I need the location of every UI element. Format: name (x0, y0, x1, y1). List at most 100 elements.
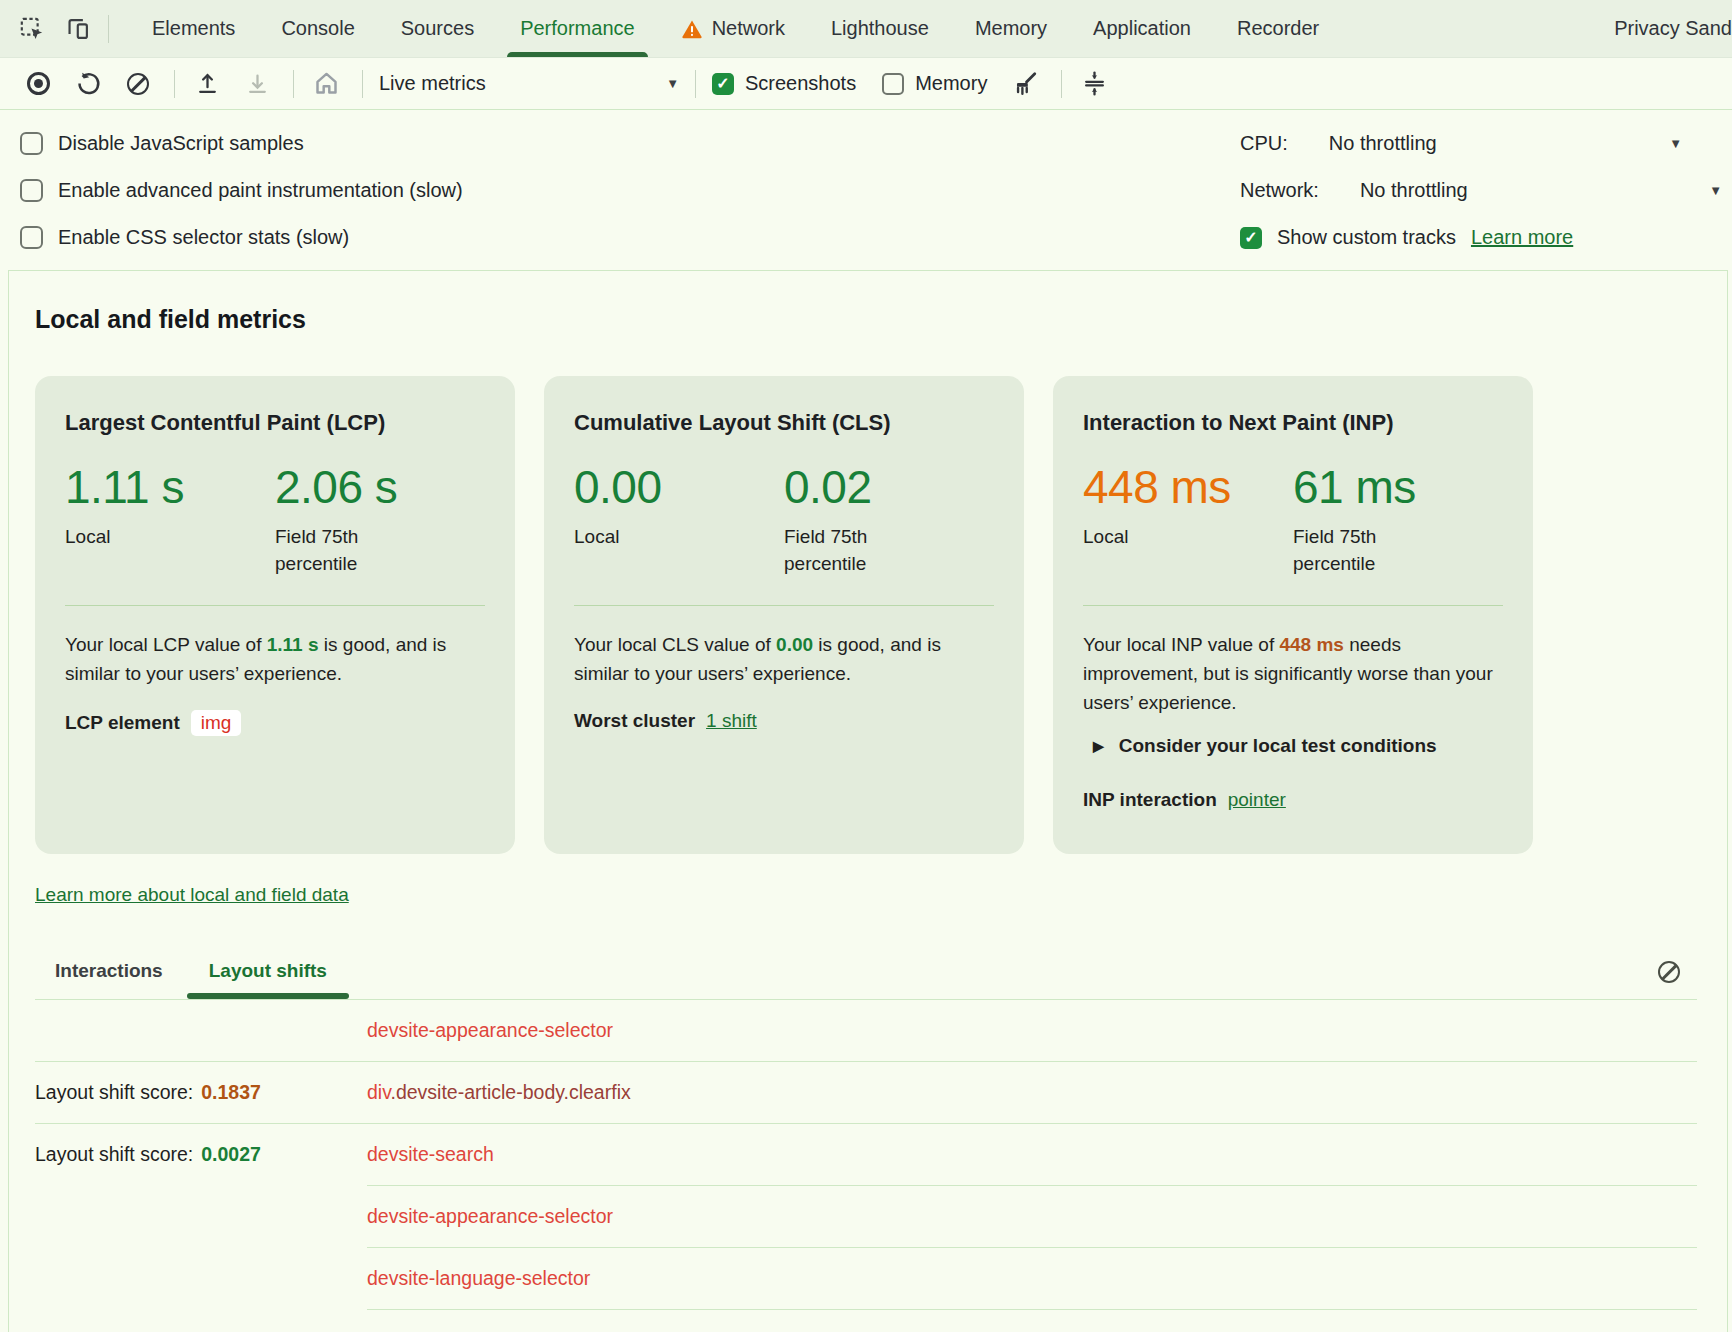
log-tabs: Interactions Layout shifts (35, 960, 1697, 999)
learn-more-field-data-link[interactable]: Learn more about local and field data (35, 884, 349, 906)
tab-recorder[interactable]: Recorder (1214, 0, 1342, 57)
worst-cluster-link[interactable]: 1 shift (706, 710, 757, 732)
live-metrics-view: Local and field metrics Largest Contentf… (8, 270, 1728, 1332)
inp-interaction-row: INP interaction pointer (1083, 789, 1503, 811)
clear-icon[interactable] (122, 68, 154, 100)
shift-element-link[interactable]: devsite-search (367, 1143, 494, 1166)
lcp-card-title: Largest Contentful Paint (LCP) (65, 410, 485, 436)
shift-score-cell: Layout shift score:0.0027 (35, 1143, 367, 1166)
performance-toolbar: Live metrics ▼ ✓ Screenshots Memory (0, 58, 1732, 110)
network-value: No throttling (1360, 179, 1468, 202)
tab-lighthouse[interactable]: Lighthouse (808, 0, 952, 57)
tab-layout-shifts[interactable]: Layout shifts (209, 960, 327, 982)
screenshots-toggle[interactable]: ✓ Screenshots (712, 72, 856, 95)
cls-field-value: 0.02 (784, 460, 994, 514)
card-divider (1083, 605, 1503, 606)
shift-element-link[interactable]: div.devsite-article-body.clearfix (367, 1081, 631, 1104)
memory-checkbox[interactable] (882, 73, 904, 95)
chevron-down-icon: ▼ (1709, 184, 1722, 197)
screenshots-checkbox[interactable]: ✓ (712, 73, 734, 95)
network-throttling-select[interactable]: Network: No throttling ▼ (1240, 167, 1718, 214)
setting-label: Disable JavaScript samples (58, 132, 304, 155)
devtools-tabbar: Elements Console Sources Performance Net… (0, 0, 1732, 58)
clear-log-icon[interactable] (1653, 956, 1685, 988)
tab-console[interactable]: Console (258, 0, 377, 57)
tab-elements[interactable]: Elements (129, 0, 258, 57)
cls-values: 0.00 Local 0.02 Field 75th percentile (574, 460, 994, 577)
cls-field-label: Field 75th percentile (784, 524, 944, 577)
inp-field-label: Field 75th percentile (1293, 524, 1453, 577)
custom-tracks-setting[interactable]: ✓ Show custom tracks Learn more (1240, 214, 1718, 261)
shift-element-link[interactable]: devsite-language-selector (367, 1267, 590, 1290)
cls-card: Cumulative Layout Shift (CLS) 0.00 Local… (544, 376, 1024, 854)
lcp-desc-value: 1.11 s (267, 634, 319, 655)
network-label: Network: (1240, 179, 1319, 202)
cls-local-label: Local (574, 524, 734, 551)
history-select[interactable]: Live metrics ▼ (379, 72, 679, 95)
disclosure-triangle-icon: ▶ (1093, 738, 1104, 754)
shift-element-link[interactable]: devsite-appearance-selector (367, 1019, 613, 1042)
cpu-throttling-select[interactable]: CPU: No throttling ▼ (1240, 120, 1718, 167)
shift-score-label: Layout shift score: (35, 1143, 193, 1166)
inspect-icon[interactable] (16, 13, 48, 45)
shift-element-link[interactable]: devsite-appearance-selector (367, 1205, 613, 1228)
advanced-paint-checkbox[interactable] (20, 179, 43, 202)
lcp-field-label: Field 75th percentile (275, 524, 435, 577)
lcp-element-chip[interactable]: img (191, 710, 242, 736)
local-test-conditions-disclosure[interactable]: ▶ Consider your local test conditions (1093, 735, 1503, 757)
inp-field-value: 61 ms (1293, 460, 1503, 514)
history-select-value: Live metrics (379, 72, 486, 95)
cpu-label: CPU: (1240, 132, 1288, 155)
shift-score-cell: Layout shift score:0.1837 (35, 1081, 367, 1104)
disclosure-label: Consider your local test conditions (1119, 735, 1437, 757)
device-toolbar-icon[interactable] (62, 13, 94, 45)
cls-field-column: 0.02 Field 75th percentile (784, 460, 994, 577)
inp-interaction-link[interactable]: pointer (1228, 789, 1286, 811)
custom-tracks-learn-more-link[interactable]: Learn more (1471, 226, 1573, 249)
tab-network[interactable]: Network (658, 0, 808, 57)
memory-toggle[interactable]: Memory (882, 72, 987, 95)
card-divider (65, 605, 485, 606)
tab-sources[interactable]: Sources (378, 0, 497, 57)
layout-shift-row: devsite-language-selector (35, 1248, 1697, 1309)
download-profile-icon[interactable] (241, 68, 273, 100)
capture-settings: Disable JavaScript samples Enable advanc… (0, 110, 1732, 270)
toolbar-separator (1061, 70, 1062, 98)
layout-shift-row: devsite-appearance-selector (35, 1186, 1697, 1247)
record-icon[interactable] (22, 68, 54, 100)
toolbar-separator (293, 70, 294, 98)
inp-local-label: Local (1083, 524, 1243, 551)
brush-icon[interactable] (1009, 68, 1041, 100)
disable-js-samples-checkbox[interactable] (20, 132, 43, 155)
devtools-performance-panel: { "colors": { "accent_green": "#188038",… (0, 0, 1732, 1332)
throttling-settings: CPU: No throttling ▼ Network: No throttl… (1240, 120, 1718, 261)
lcp-local-column: 1.11 s Local (65, 460, 275, 577)
layout-shift-row: Layout shift score:0.1837div.devsite-art… (35, 1062, 1697, 1123)
lcp-element-row: LCP element img (65, 710, 485, 736)
css-selector-stats-checkbox[interactable] (20, 226, 43, 249)
layout-shift-rows: devsite-appearance-selector Layout shift … (35, 1000, 1697, 1332)
cpu-value: No throttling (1329, 132, 1437, 155)
custom-tracks-checkbox[interactable]: ✓ (1240, 227, 1262, 249)
tab-interactions[interactable]: Interactions (55, 960, 163, 982)
cls-worst-cluster-row: Worst cluster 1 shift (574, 710, 994, 732)
card-divider (574, 605, 994, 606)
inp-description: Your local INP value of 448 ms needs imp… (1083, 630, 1503, 717)
custom-tracks-label: Show custom tracks (1277, 226, 1456, 249)
tab-privacy-sandbox[interactable]: Privacy Sand (1591, 0, 1732, 57)
setting-label: Enable advanced paint instrumentation (s… (58, 179, 463, 202)
fit-screen-icon[interactable] (1078, 68, 1110, 100)
check-icon: ✓ (1244, 228, 1257, 247)
layout-shift-row: div.devsite-floating-action-buttons (35, 1310, 1697, 1332)
lcp-field-column: 2.06 s Field 75th percentile (275, 460, 485, 577)
check-icon: ✓ (716, 74, 729, 93)
lcp-description: Your local LCP value of 1.11 s is good, … (65, 630, 485, 688)
reload-record-icon[interactable] (72, 68, 104, 100)
tab-performance[interactable]: Performance (497, 0, 658, 57)
upload-profile-icon[interactable] (191, 68, 223, 100)
tab-application[interactable]: Application (1070, 0, 1214, 57)
tab-memory[interactable]: Memory (952, 0, 1070, 57)
inp-values: 448 ms Local 61 ms Field 75th percentile (1083, 460, 1503, 577)
toolbar-separator (362, 70, 363, 98)
home-icon[interactable] (310, 68, 342, 100)
